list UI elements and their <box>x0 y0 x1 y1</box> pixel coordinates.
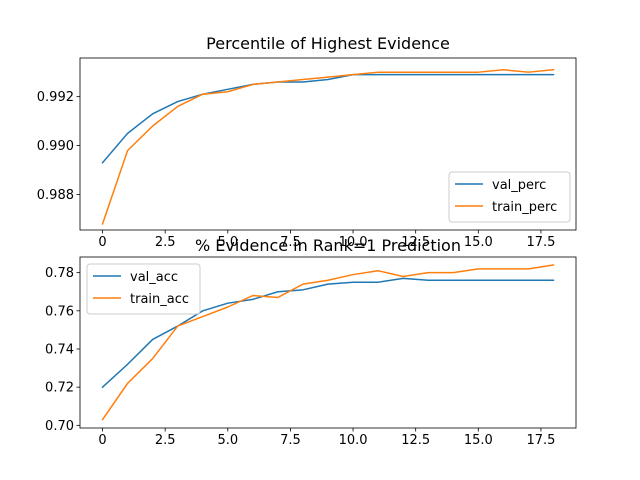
bottom-subplot: 0 2.5 5.0 7.5 10.0 12.5 15.0 17.5 0.70 0.72 0.74 0.… <box>45 236 577 448</box>
bottom-y-tick-label: 0.70 <box>45 419 74 434</box>
bottom-x-tick-label: 2.5 <box>155 433 176 448</box>
legend-label-val-perc: val_perc <box>492 178 546 193</box>
top-axes-frame <box>79 57 577 231</box>
top-y-tick-label: 0.992 <box>37 90 74 105</box>
top-legend: val_perc train_perc <box>448 171 571 223</box>
bottom-y-tick-label: 0.74 <box>45 342 74 357</box>
top-x-tick-label: 12.5 <box>401 235 430 250</box>
bottom-x-tick-label: 17.5 <box>526 433 555 448</box>
bottom-x-tick-label: 15.0 <box>464 433 493 448</box>
legend-label-train-perc: train_perc <box>492 200 557 215</box>
top-x-tick-label: 15.0 <box>464 235 493 250</box>
series-line-train-acc <box>101 264 555 421</box>
bottom-axes-frame <box>79 256 577 429</box>
top-chart-title: Percentile of Highest Evidence <box>206 34 450 53</box>
top-x-tick-label: 5.0 <box>217 235 238 250</box>
top-series-lines <box>101 68 555 225</box>
top-y-tick-label: 0.988 <box>37 188 74 203</box>
top-x-tick-label: 2.5 <box>155 235 176 250</box>
bottom-x-tick-label: 12.5 <box>401 433 430 448</box>
bottom-x-tick-label: 7.5 <box>280 433 301 448</box>
bottom-x-tick-label: 10.0 <box>339 433 368 448</box>
bottom-chart-title: % Evidence in Rank=1 Prediction <box>195 236 461 255</box>
top-x-tick-label: 10.0 <box>339 235 368 250</box>
top-subplot: 0 2.5 5.0 7.5 10.0 12.5 15.0 17.5 0.988 0.990 0.99… <box>37 34 577 250</box>
legend-label-val-acc: val_acc <box>130 270 178 285</box>
bottom-x-tick-label: 5.0 <box>217 433 238 448</box>
bottom-x-tick-label: 0 <box>98 433 106 448</box>
top-y-tick-label: 0.990 <box>37 139 74 154</box>
bottom-legend: val_acc train_acc <box>86 263 201 315</box>
top-x-tick-label: 0 <box>98 235 106 250</box>
legend-label-train-acc: train_acc <box>130 292 189 307</box>
top-x-tick-label: 17.5 <box>526 235 555 250</box>
series-line-val-perc <box>101 73 555 164</box>
series-line-train-perc <box>101 68 555 225</box>
bottom-y-tick-label: 0.72 <box>45 381 74 396</box>
bottom-y-tick-label: 0.78 <box>45 266 74 281</box>
top-x-tick-label: 7.5 <box>280 235 301 250</box>
top-axis-ticks: 0 2.5 5.0 7.5 10.0 12.5 15.0 17.5 0.988 0.990 0.99… <box>37 90 556 250</box>
bottom-y-tick-label: 0.76 <box>45 304 74 319</box>
bottom-axis-ticks: 0 2.5 5.0 7.5 10.0 12.5 15.0 17.5 0.70 0.72 0.74 0.… <box>45 266 555 448</box>
bottom-series-lines <box>101 264 555 421</box>
